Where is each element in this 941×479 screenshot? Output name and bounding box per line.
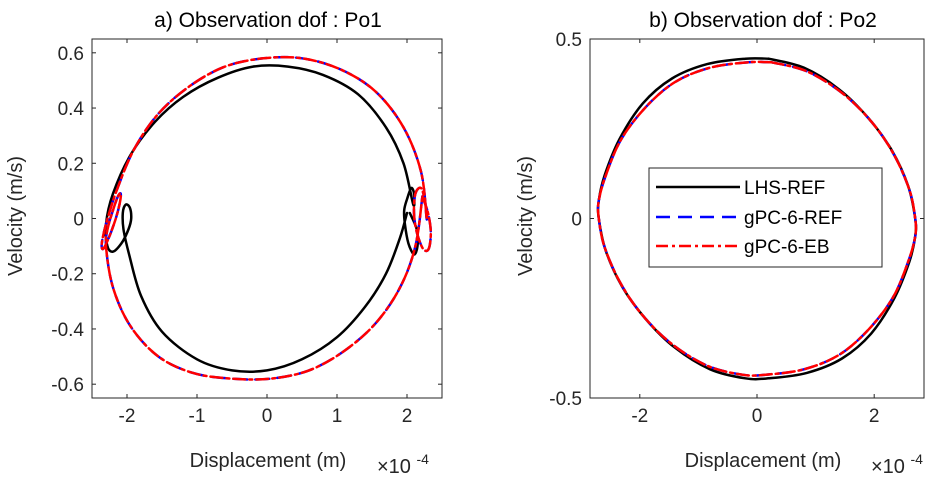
series-line-gpc-6-eb <box>100 55 433 381</box>
y-tick-label: -0.4 <box>51 320 84 341</box>
chart-panel-po2: b) Observation dof : Po2 Velocity (m/s) … <box>515 9 925 478</box>
legend-label: LHS-REF <box>744 178 825 199</box>
legend-entry-gpc-6-eb: gPC-6-EB <box>656 237 830 258</box>
y-tick-label: 0 <box>73 210 84 231</box>
chart-title: b) Observation dof : Po2 <box>649 9 877 32</box>
series-line-gpc-6-ref <box>100 55 433 381</box>
y-tick-label: 0.5 <box>556 30 582 51</box>
legend-entry-lhs-ref: LHS-REF <box>656 178 825 199</box>
legend-entry-gpc-6-ref: gPC-6-REF <box>656 208 842 229</box>
chart-panel-po1: a) Observation dof : Po1 Velocity (m/s) … <box>5 9 443 478</box>
x-axis-exponent-power: -4 <box>911 451 924 467</box>
tick-group: -2 0 2 -0.5 0 0.5 <box>549 30 924 427</box>
series-layer <box>596 57 918 381</box>
series-line-lhs-ref <box>104 64 420 373</box>
x-tick-label: 2 <box>402 406 413 427</box>
x-axis-exponent: ×10 -4 <box>871 451 923 478</box>
y-tick-label: 0 <box>571 210 582 231</box>
legend: LHS-REF gPC-6-REF gPC-6-EB <box>648 167 883 268</box>
x-axis-label: Displacement (m) <box>685 450 842 472</box>
x-tick-label: -2 <box>119 406 136 427</box>
y-tick-label: -0.2 <box>51 265 84 286</box>
x-tick-label: -1 <box>189 406 206 427</box>
series-line-gpc-6-eb <box>596 60 918 377</box>
chart-title: a) Observation dof : Po1 <box>154 9 382 32</box>
y-tick-label: -0.6 <box>51 375 84 396</box>
x-tick-label: 0 <box>262 406 273 427</box>
plot-frame <box>589 38 925 399</box>
y-axis-label: Velocity (m/s) <box>5 156 27 276</box>
series-layer <box>100 55 433 381</box>
x-tick-label: 0 <box>752 406 763 427</box>
x-tick-label: 2 <box>869 406 880 427</box>
y-tick-label: 0.6 <box>58 44 84 65</box>
y-tick-label: -0.5 <box>549 389 582 410</box>
y-tick-label: 0.2 <box>58 154 84 175</box>
x-axis-exponent-power: -4 <box>417 451 430 467</box>
x-axis-exponent-base: ×10 <box>377 456 411 478</box>
y-tick-label: 0.4 <box>58 99 85 120</box>
x-axis-label: Displacement (m) <box>190 450 347 472</box>
x-axis-exponent: ×10 -4 <box>377 451 429 478</box>
x-tick-label: -2 <box>631 406 648 427</box>
x-tick-label: 1 <box>332 406 343 427</box>
y-axis-label: Velocity (m/s) <box>515 156 537 276</box>
x-axis-exponent-base: ×10 <box>871 456 905 478</box>
legend-label: gPC-6-EB <box>744 237 830 258</box>
plot-frame <box>91 38 443 399</box>
tick-group: -2 -1 0 1 2 -0.6 -0.4 -0.2 0 0.2 0.4 0.6 <box>51 39 442 427</box>
legend-label: gPC-6-REF <box>744 208 842 229</box>
